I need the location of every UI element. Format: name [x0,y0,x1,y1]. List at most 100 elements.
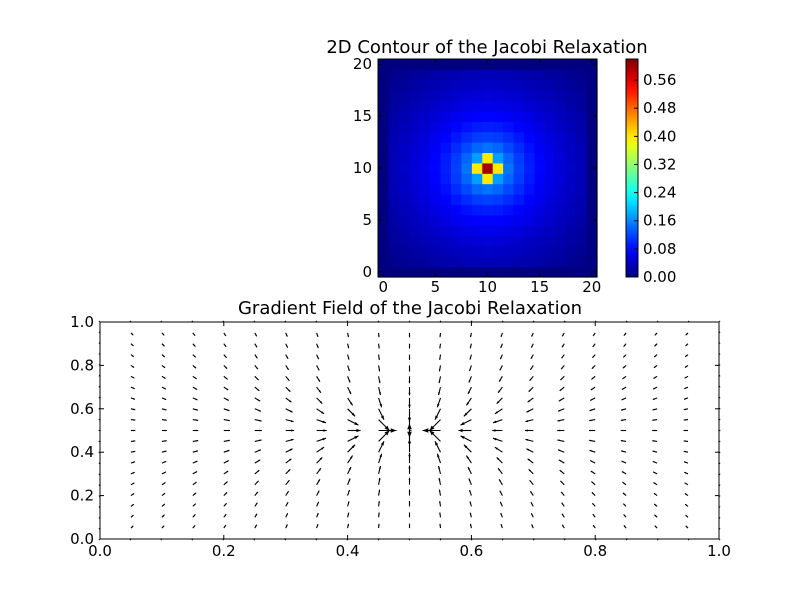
heatmap-cell [524,79,536,91]
heatmap-y-tick-label: 5 [362,211,372,229]
quiver-arrow [526,408,534,413]
heatmap-cell [471,152,483,164]
quiver-arrow [254,354,258,359]
quiver-arrow [285,365,290,371]
quiver-arrow [468,376,472,383]
heatmap-cell [534,204,546,216]
quiver-arrow [316,408,325,415]
heatmap-cell [378,266,390,278]
heatmap-cell [409,204,421,216]
heatmap-cell [576,131,588,143]
heatmap-cell [398,59,410,70]
heatmap-cell [440,173,452,185]
quiver-arrow [463,444,472,453]
quiver-arrow [434,441,441,453]
quiver-arrow [623,514,627,518]
heatmap-cell [513,266,525,278]
heatmap-cell [565,173,577,185]
heatmap-cell [471,110,483,122]
heatmap-cell [513,173,525,185]
heatmap-cell [461,69,473,81]
quiver-arrow [347,376,351,383]
heatmap-cell [565,121,577,133]
heatmap-cell [471,266,483,278]
heatmap-x-tick-label: 10 [478,278,497,296]
quiver-arrow [254,332,258,337]
quiver-arrow [223,365,228,370]
quiver-arrow [285,513,289,518]
quiver-arrow [254,429,262,432]
heatmap-x-tick-label: 5 [431,278,441,296]
heatmap-cell [482,266,494,278]
heatmap-cell [451,59,463,70]
quiver-arrow [561,343,565,348]
quiver-arrow [436,453,442,464]
quiver-arrow [254,491,259,496]
quiver-arrow [592,513,596,518]
heatmap-cell [451,214,463,226]
quiver-arrow [684,386,689,390]
quiver-arrow [161,332,165,336]
heatmap-cell [430,131,442,143]
quiver-arrow [285,468,291,475]
quiver-arrow [492,419,503,424]
heatmap-cell [565,142,577,154]
heatmap-cell [513,142,525,154]
heatmap-cell [576,162,588,174]
heatmap-cell [534,183,546,195]
quiver-arrow [492,429,503,432]
quiver-arrow [161,429,167,432]
quiver-arrow [347,343,350,349]
quiver-arrow [223,513,227,518]
quiver-arrow [161,419,167,421]
heatmap-cell [398,235,410,247]
quiver-arrow [560,375,565,381]
quiver-arrow [439,354,442,360]
heatmap-cell [388,235,400,247]
heatmap-cell [555,90,567,102]
heatmap-cell [471,90,483,102]
heatmap-cell [430,266,442,278]
heatmap-cell [388,204,400,216]
heatmap-cell [492,214,504,226]
heatmap-cell [534,69,546,81]
quiver-arrow [458,428,472,433]
quiver-arrow [378,441,385,453]
heatmap-cell [461,100,473,112]
heatmap-cell [586,69,598,81]
heatmap-cell [492,173,504,185]
quiver-arrow [561,332,565,337]
heatmap-cell [492,59,504,70]
quiver-arrow [653,354,658,358]
quiver-arrow [591,481,596,486]
quiver-arrow [560,365,565,370]
heatmap-cell [513,162,525,174]
heatmap-cell [451,142,463,154]
quiver-arrow [496,457,503,464]
quiver-arrow [684,482,689,486]
quiver-arrow [654,525,658,529]
heatmap-cell [398,256,410,268]
heatmap-cell [565,204,577,216]
quiver-arrow [500,332,503,338]
heatmap-cell [461,152,473,164]
colorbar-tick-label: 0.32 [643,155,676,173]
heatmap-cell [555,110,567,122]
heatmap-cell [482,152,494,164]
heatmap-cell [409,214,421,226]
heatmap-cell [565,79,577,91]
quiver-arrow [161,364,166,369]
quiver-arrow [223,354,228,359]
quiver-arrow [378,428,397,433]
heatmap-cell [482,245,494,257]
quiver-arrow [469,512,472,518]
heatmap-cell [409,245,421,257]
quiver-arrow [439,343,442,349]
heatmap-cell [398,245,410,257]
quiver-arrow [347,397,354,406]
heatmap-cell [471,256,483,268]
quiver-arrow [592,332,596,337]
heatmap-cell [503,225,515,237]
heatmap-cell [503,59,515,70]
heatmap-cell [492,256,504,268]
